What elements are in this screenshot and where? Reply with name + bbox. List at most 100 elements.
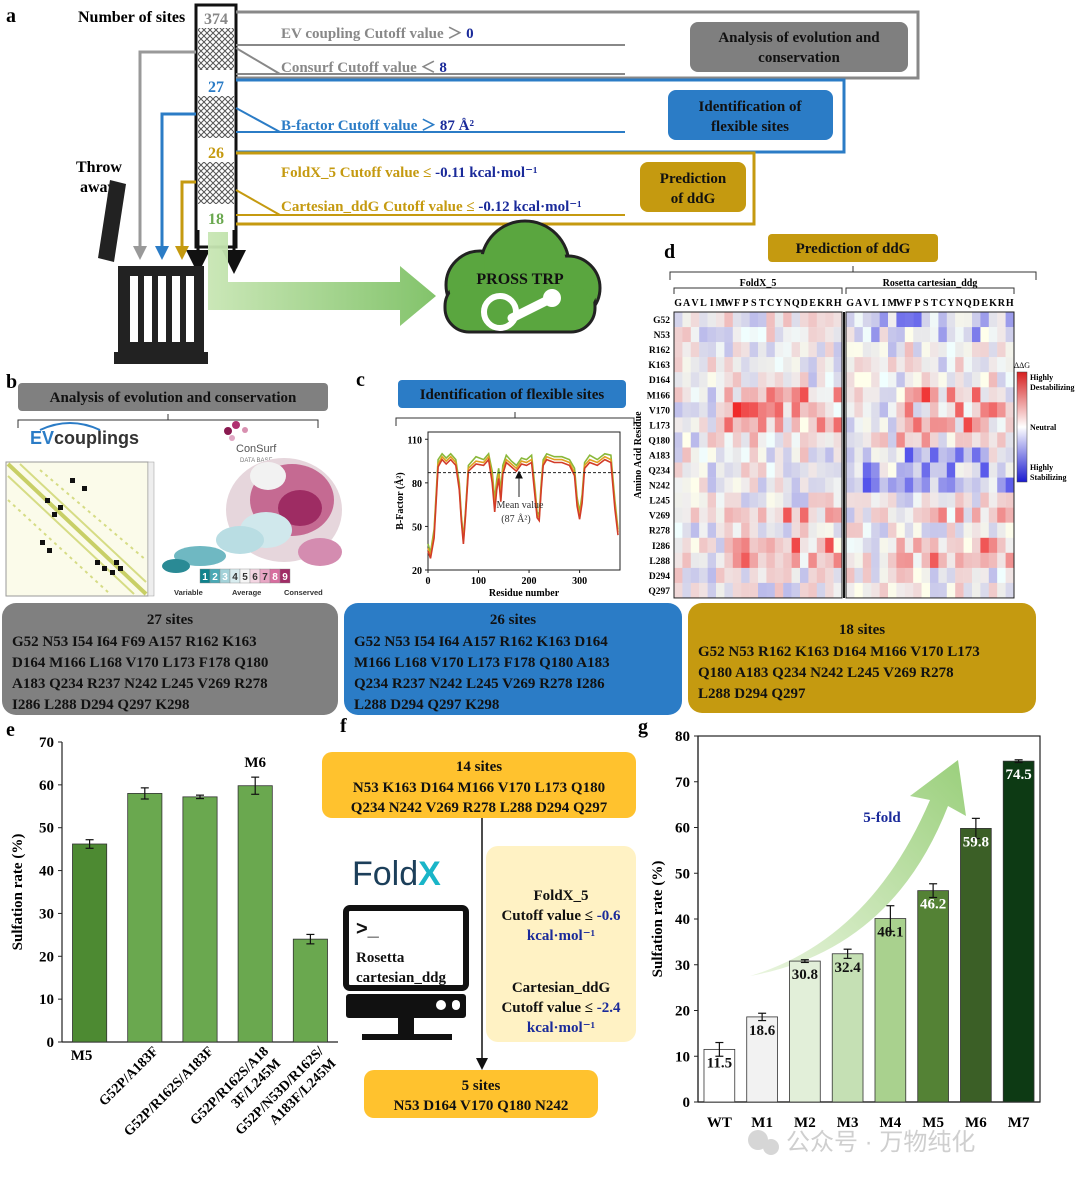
heatmap-cell (766, 447, 775, 463)
scale-digit: 8 (272, 572, 278, 583)
fold-annotation: 5-fold (863, 810, 901, 826)
heatmap-cell (741, 522, 750, 538)
heatmap-cell (732, 372, 742, 388)
y-tick-label: 0 (47, 1035, 55, 1051)
heatmap-cell (791, 522, 801, 538)
heatmap-cell (833, 387, 843, 403)
heatmap-cell (716, 447, 725, 463)
heatmap-cell (980, 417, 989, 433)
heatmap-cell (888, 522, 897, 538)
heatmap-cell (896, 462, 905, 478)
sites-27-line-2: D164 M166 L168 V170 L173 F178 Q180 (12, 655, 268, 671)
heatmap-cell (791, 312, 801, 328)
heatmap-cell (904, 507, 914, 523)
heatmap-col-label: F (906, 298, 912, 309)
heatmap-cell (896, 417, 905, 433)
heatmap-cell (732, 537, 742, 554)
heatmap-cell (988, 432, 998, 448)
heatmap-cell (690, 372, 700, 388)
sites-14-line-1: N53 K163 D164 M166 V170 L173 Q180 (353, 780, 605, 796)
heatmap-cell (904, 567, 914, 584)
heatmap-cell (988, 522, 998, 538)
heatmap-cell (816, 312, 826, 328)
consurf-diagonal (235, 47, 281, 75)
heatmap-cell (913, 522, 922, 538)
heatmap-cell (1005, 567, 1015, 584)
heatmap-row-label: R162 (649, 346, 670, 356)
heatmap-cell (825, 372, 834, 388)
heatmap-cell (921, 582, 931, 599)
heatmap-cell (879, 462, 889, 478)
count-26: 26 (208, 145, 224, 162)
heatmap-cell (846, 462, 855, 478)
heatmap-frame (673, 311, 843, 599)
heatmap-cell (862, 327, 872, 343)
heatmap-cell (699, 462, 708, 478)
heatmap-cell (871, 567, 880, 584)
bfactor-annotation-1: Mean value (497, 500, 544, 511)
heatmap-cell (699, 342, 708, 358)
heatmap-col-label: V (691, 298, 699, 309)
heatmap-cell (833, 462, 843, 478)
heatmap-cell (741, 477, 750, 493)
criteria-box (486, 846, 636, 1042)
heatmap-cell (862, 387, 872, 403)
heatmap-cell (888, 462, 897, 478)
heatmap-cell (774, 507, 784, 523)
count-18: 18 (208, 211, 224, 228)
heatmap-cell (862, 537, 872, 554)
fold-growth-arrow (750, 760, 966, 976)
heatmap-cell (783, 432, 792, 448)
heatmap-cell (732, 432, 742, 448)
heatmap-cell (800, 402, 809, 418)
heatmap-cell (988, 312, 998, 328)
heatmap-col-label: C (939, 298, 946, 309)
heatmap-cell (774, 432, 784, 448)
bar (917, 890, 949, 1103)
heatmap-cell (791, 537, 801, 554)
heatmap-cell (913, 552, 922, 569)
heatmap-col-label: G (674, 298, 682, 309)
heatmap-cell (963, 537, 973, 554)
heatmap-cell (888, 357, 897, 373)
heatmap-cell (749, 537, 759, 554)
sites-26-title: 26 sites (490, 612, 536, 628)
sites-18-title: 18 sites (839, 622, 885, 638)
heatmap-cell (997, 372, 1006, 388)
panel-c: c Identification of flexible sites 0 100 2… (344, 369, 682, 715)
heatmap-cell (879, 522, 889, 538)
heatmap-cell (724, 537, 733, 554)
heatmap-cell (699, 507, 708, 523)
heatmap-cell (690, 507, 700, 523)
heatmap-cell (955, 567, 964, 584)
sites-18-box (688, 603, 1036, 713)
heatmap-cell (741, 582, 750, 599)
panel-d-title-box (768, 234, 938, 262)
bar-value-label: 11.5 (707, 1055, 732, 1071)
ddg-box (640, 162, 746, 212)
heatmap-cell (1005, 312, 1015, 328)
heatmap-cell (716, 477, 725, 493)
heatmap-cell (854, 477, 863, 493)
heatmap-cell (862, 507, 872, 523)
ddg-legend-neutral: Neutral (1030, 423, 1057, 432)
heatmap-cell (972, 492, 981, 508)
heatmap-row-label: D164 (649, 376, 670, 386)
heatmap-cell (791, 492, 801, 508)
bar-value-label: 46.2 (920, 897, 946, 913)
foldx-cutoff-text: FoldX_5 Cutoff value ≤ -0.11 kcal·mol⁻¹ (281, 165, 538, 181)
heatmap-cell (682, 492, 691, 508)
heatmap-cell (816, 432, 826, 448)
panel-b-title-box (18, 383, 328, 411)
heatmap-row-label: Q234 (648, 467, 670, 477)
heatmap-col-label: E (809, 298, 816, 309)
heatmap-cell (862, 582, 872, 599)
heatmap-cell (980, 342, 989, 358)
panel-d: d Prediction of ddG FoldX_5 Rosetta cart… (633, 234, 1074, 713)
heatmap-cell (800, 342, 809, 358)
heatmap-cell (879, 567, 889, 584)
heatmap-cell (913, 447, 922, 463)
heatmap-cell (997, 537, 1006, 554)
heatmap-cell (808, 507, 817, 523)
heatmap-cell (690, 447, 700, 463)
